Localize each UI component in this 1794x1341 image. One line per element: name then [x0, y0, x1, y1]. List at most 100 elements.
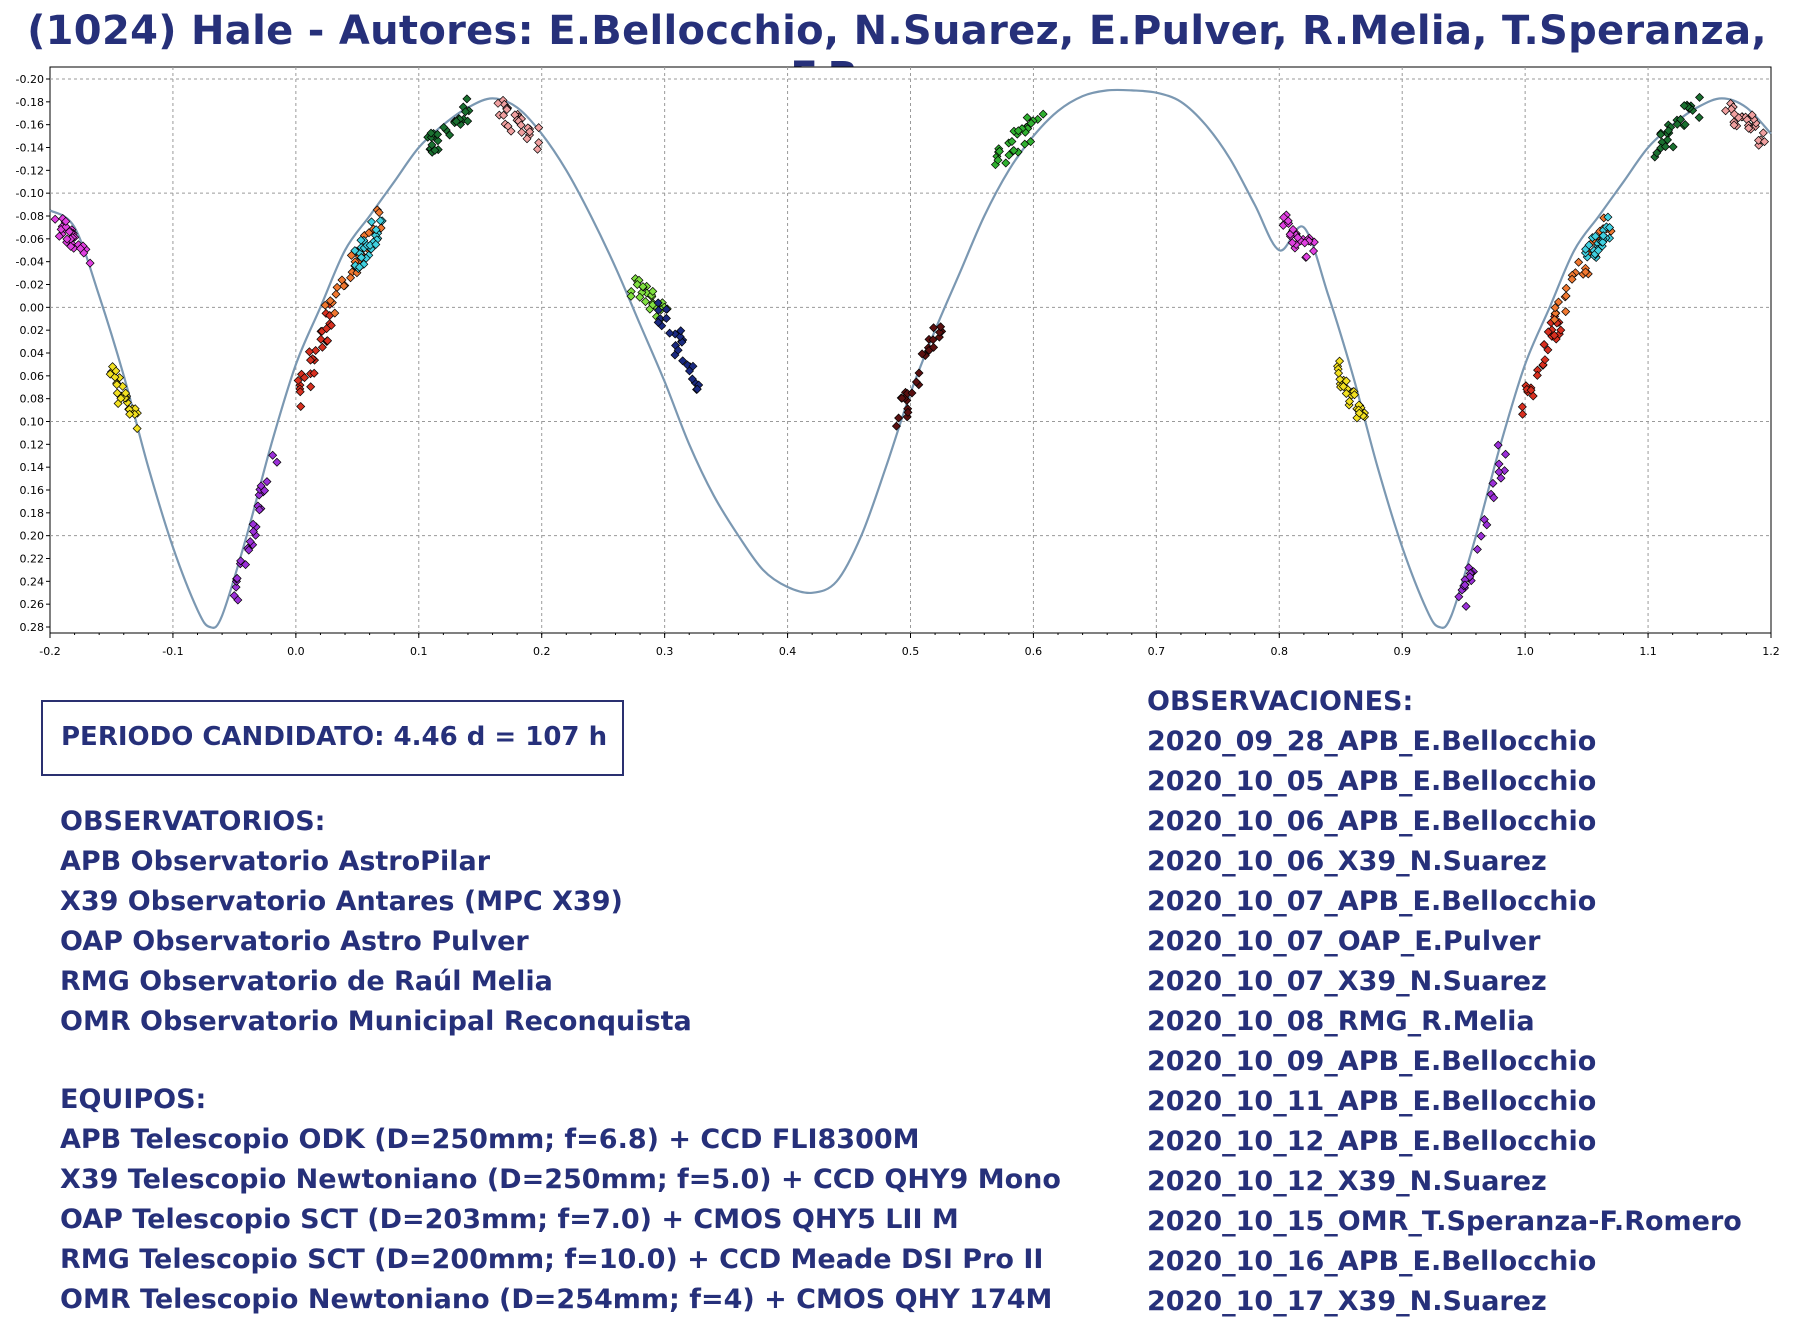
data-point [1026, 137, 1036, 147]
data-point [534, 138, 544, 148]
data-point [320, 300, 330, 310]
data-point [1754, 135, 1764, 145]
data-point [1338, 381, 1348, 391]
data-point [1660, 142, 1670, 152]
data-point [61, 216, 71, 226]
data-point [1526, 385, 1536, 395]
data-point [332, 282, 342, 292]
data-point [1721, 106, 1731, 116]
data-point [309, 368, 319, 378]
data-point [1038, 109, 1048, 119]
data-point [296, 402, 306, 412]
lightcurve-chart: -0.2 -0.1 0.0 0.1 0.2 0.3 0.4 0.5 0.6 0.7 0.8 0.9 1.… [16, 66, 1780, 658]
data-point [295, 387, 305, 397]
data-point [1488, 478, 1498, 488]
data-point [337, 275, 347, 285]
data-point [1454, 592, 1464, 602]
data-point [1603, 212, 1613, 222]
data-point [54, 231, 64, 241]
data-point [903, 407, 913, 417]
data-point [367, 217, 377, 227]
data-point [626, 291, 636, 301]
data-point [245, 537, 255, 547]
data-point [687, 374, 697, 384]
y-tick-label: 0.16 [20, 484, 45, 497]
x-tick-label: 1.1 [1639, 645, 1657, 658]
period-label: PERIODO CANDIDATO: 4.46 d = 107 h [61, 722, 608, 752]
data-point [506, 126, 516, 136]
data-point [1540, 355, 1550, 365]
data-point [323, 336, 333, 346]
x-tick-label: 0.3 [656, 645, 674, 658]
data-point [499, 110, 509, 120]
data-point [1543, 345, 1553, 355]
data-point [445, 130, 455, 140]
data-point [1581, 267, 1591, 277]
data-point [1007, 137, 1017, 147]
data-point [356, 235, 366, 245]
data-point [64, 227, 74, 237]
y-tick-label: -0.16 [16, 119, 44, 132]
data-point [371, 240, 381, 249]
data-point [231, 582, 241, 592]
y-tick-label: 0.12 [20, 438, 45, 451]
data-point [1026, 118, 1036, 128]
observaciones-block: OBSERVACIONES: 2020_09_28_APB_E.Bellocch… [1147, 682, 1742, 1322]
observaciones-heading: OBSERVACIONES: [1147, 686, 1414, 717]
data-point [306, 382, 316, 392]
data-point [1758, 128, 1768, 138]
data-point [1605, 223, 1615, 233]
data-point [346, 273, 356, 283]
y-tick-label: 0.22 [20, 553, 45, 566]
data-point [1695, 92, 1705, 102]
observacion-item: 2020_10_16_APB_E.Bellocchio [1147, 1246, 1597, 1277]
data-point [108, 362, 118, 372]
data-point [1354, 408, 1364, 418]
data-point [1309, 246, 1319, 256]
data-point [1590, 231, 1600, 241]
data-point [1574, 257, 1584, 267]
equipo-item: APB Telescopio ODK (D=250mm; f=6.8) + CC… [60, 1124, 920, 1155]
data-point [1747, 110, 1757, 120]
data-point [673, 345, 683, 355]
data-point [462, 94, 472, 104]
equipos-heading: EQUIPOS: [60, 1084, 207, 1115]
x-tick-label: 0.8 [1271, 645, 1289, 658]
data-point [1493, 440, 1503, 450]
x-tick-label: 0.5 [902, 645, 920, 658]
x-tick-label: 0.4 [779, 645, 797, 658]
data-point [1729, 109, 1739, 119]
data-point [268, 450, 278, 460]
x-tick-label: 1.0 [1516, 645, 1534, 658]
data-point [1344, 396, 1354, 406]
data-point [894, 413, 904, 423]
data-points [50, 92, 1769, 611]
data-point [1652, 148, 1662, 158]
data-point [426, 128, 436, 138]
data-point [330, 308, 340, 318]
data-point [665, 328, 675, 338]
data-point [460, 107, 470, 117]
data-point [241, 560, 251, 570]
observacion-item: 2020_10_07_APB_E.Bellocchio [1147, 886, 1597, 917]
data-point [354, 262, 364, 272]
data-point [463, 116, 473, 126]
data-point [1729, 120, 1739, 130]
equipo-item: RMG Telescopio SCT (D=200mm; f=10.0) + C… [60, 1244, 1044, 1275]
observacion-item: 2020_10_07_OAP_E.Pulver [1147, 926, 1541, 957]
data-point [356, 252, 366, 262]
data-point [1013, 126, 1023, 136]
data-point [1561, 307, 1571, 317]
data-point [911, 377, 921, 387]
data-point [85, 258, 95, 268]
data-point [371, 225, 381, 235]
data-point [254, 505, 264, 515]
data-point [635, 292, 645, 302]
observacion-item: 2020_10_11_APB_E.Bellocchio [1147, 1086, 1597, 1117]
data-point [316, 334, 326, 344]
observatorio-item: OMR Observatorio Municipal Reconquista [60, 1006, 692, 1037]
data-point [317, 342, 327, 352]
data-point [1334, 368, 1344, 378]
y-tick-label: -0.02 [16, 279, 44, 292]
data-point [433, 136, 443, 146]
